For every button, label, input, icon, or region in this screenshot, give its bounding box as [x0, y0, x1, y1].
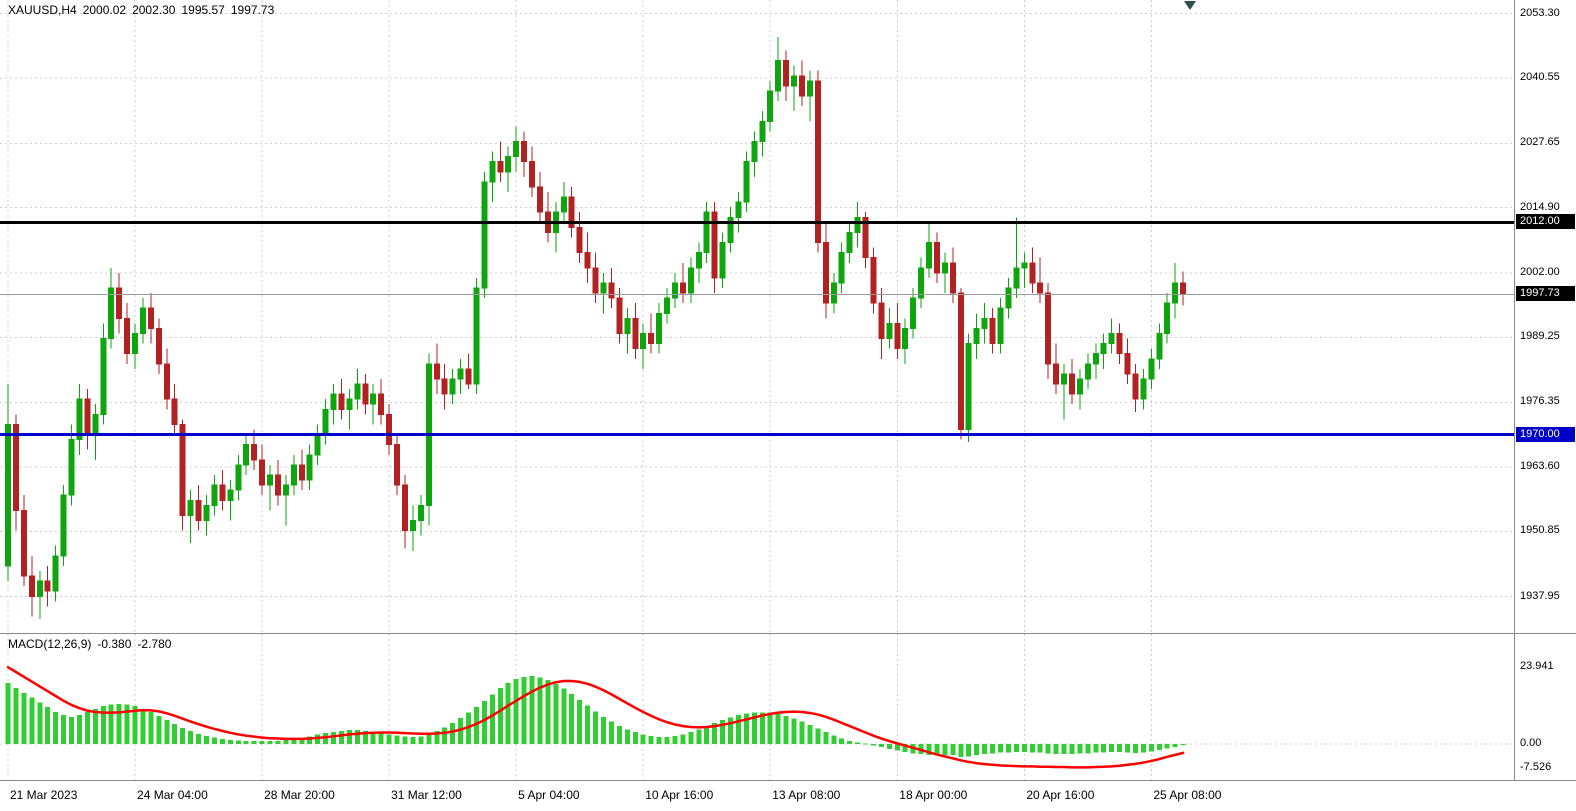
- macd-tick-label: 23.941: [1520, 660, 1554, 673]
- close-value: 1997.73: [230, 3, 275, 17]
- macd-signal-value: -2.780: [137, 637, 172, 651]
- price-axis[interactable]: 2053.30 2040.55 2027.65 2014.90 2002.00 1989.…: [1514, 0, 1576, 633]
- price-tick-label: 2027.65: [1520, 136, 1560, 149]
- time-tick-label: 25 Apr 08:00: [1153, 788, 1222, 802]
- price-tick-label: 2040.55: [1520, 71, 1560, 84]
- macd-main-value: -0.380: [97, 637, 132, 651]
- macd-value-axis[interactable]: 23.941 0.00 -7.526: [1514, 633, 1576, 780]
- price-badge: 2012.00: [1516, 214, 1575, 230]
- price-tick-label: 2053.30: [1520, 6, 1560, 19]
- price-tick-label: 1937.95: [1520, 589, 1560, 602]
- price-badge: 1997.73: [1516, 286, 1575, 302]
- time-tick-label: 24 Mar 04:00: [137, 788, 208, 802]
- macd-tick-label: 0.00: [1520, 737, 1542, 749]
- time-tick-label: 21 Mar 2023: [10, 788, 78, 802]
- macd-name-label: MACD(12,26,9): [8, 637, 92, 651]
- macd-indicator-panel[interactable]: MACD(12,26,9) -0.380 -2.780: [0, 633, 1514, 780]
- macd-tick-label: -7.526: [1520, 761, 1552, 774]
- price-tick-label: 2002.00: [1520, 265, 1560, 278]
- price-tick-label: 1989.25: [1520, 330, 1560, 343]
- macd-chart-canvas[interactable]: [0, 634, 1514, 780]
- time-tick-label: 18 Apr 00:00: [899, 788, 968, 802]
- price-tick-label: 1950.85: [1520, 524, 1560, 537]
- low-value: 1995.57: [181, 3, 225, 17]
- time-tick-label: 20 Apr 16:00: [1026, 788, 1095, 802]
- price-badge: 1970.00: [1516, 426, 1575, 442]
- time-axis[interactable]: 21 Mar 2023 24 Mar 04:00 28 Mar 20:00 31 Ma…: [0, 780, 1576, 811]
- time-tick-label: 31 Mar 12:00: [391, 788, 462, 802]
- price-tick-label: 2014.90: [1520, 200, 1560, 213]
- main-chart-area[interactable]: XAUUSD,H4 2000.02 2002.30 1995.57 1997.73: [0, 0, 1514, 633]
- price-tick-label: 1976.35: [1520, 395, 1560, 408]
- chart-ohlc-info: XAUUSD,H4 2000.02 2002.30 1995.57 1997.73: [8, 3, 280, 17]
- candlestick-chart-canvas[interactable]: [0, 0, 1514, 633]
- open-value: 2000.02: [82, 3, 127, 17]
- chart-shift-marker-icon[interactable]: [1184, 1, 1196, 10]
- symbol-period-label: XAUUSD,H4: [8, 3, 77, 17]
- macd-indicator-info: MACD(12,26,9) -0.380 -2.780: [8, 637, 177, 651]
- time-tick-label: 5 Apr 04:00: [518, 788, 580, 802]
- time-tick-label: 10 Apr 16:00: [645, 788, 714, 802]
- time-tick-label: 13 Apr 08:00: [772, 788, 841, 802]
- time-tick-label: 28 Mar 20:00: [264, 788, 335, 802]
- price-tick-label: 1963.60: [1520, 459, 1560, 472]
- high-value: 2002.30: [132, 3, 176, 17]
